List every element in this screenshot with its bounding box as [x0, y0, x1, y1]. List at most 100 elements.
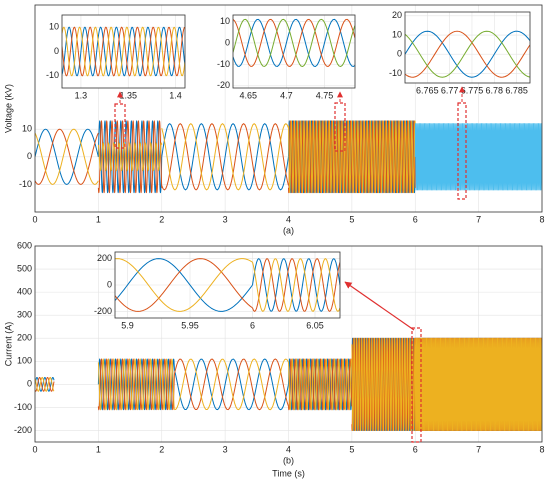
waves: [62, 26, 185, 77]
waveform: [35, 376, 55, 392]
waveform: [288, 120, 416, 194]
x-tick-label: 4: [286, 444, 291, 454]
y-tick-label: 0: [54, 46, 59, 56]
y-tick-label: 10: [392, 29, 402, 39]
axes-frame: [114, 251, 341, 319]
y-tick-label: 0: [27, 151, 32, 161]
waveform: [288, 120, 416, 194]
waveform: [161, 123, 289, 191]
waveform: [405, 30, 530, 78]
waveform: [405, 30, 530, 78]
panel-label: (b): [283, 455, 294, 465]
x-axis-label: Time (s): [272, 468, 305, 478]
x-tick-label: 6.765: [416, 85, 439, 95]
y-tick-label: 0: [397, 49, 402, 59]
zoom-box: [334, 102, 346, 152]
zoom-box: [411, 327, 422, 443]
waveform: [288, 120, 416, 194]
waveform: [97, 142, 163, 172]
waves: [115, 258, 340, 312]
zoom-box: [114, 103, 126, 149]
zoom-arrow: [344, 281, 415, 331]
y-tick-label: -100: [14, 402, 32, 412]
waveform: [288, 358, 353, 411]
x-tick-label: 3: [223, 444, 228, 454]
inset-background: [233, 15, 355, 88]
x-tick-label: 5: [349, 444, 354, 454]
x-tick-label: 2: [159, 214, 164, 224]
waves: [35, 120, 542, 194]
waveform: [97, 120, 163, 194]
y-tick-label: 0: [225, 37, 230, 47]
waveform: [173, 358, 289, 411]
y-tick-label: 0: [107, 279, 112, 289]
waveform: [252, 258, 340, 312]
y-tick-label: 600: [17, 240, 32, 250]
inset: 5.9 5.95 6 6.05 -200 0 200: [94, 251, 341, 330]
axes-frame: [404, 11, 531, 84]
y-tick-label: -200: [94, 306, 112, 316]
y-tick-label: 200: [97, 253, 112, 263]
x-tick-label: 0: [32, 214, 37, 224]
y-tick-label: 10: [49, 22, 59, 32]
x-tick-label: 7: [476, 444, 481, 454]
inset: 6.765 6.77 6.775 6.78 6.785 -10 0 10 20: [389, 10, 531, 95]
panel: 0 1 2 3 4 5 6 7 8 -10 0 10 Voltage (kV) (a): [3, 4, 545, 235]
waveform: [405, 30, 530, 78]
zoom-box: [457, 102, 467, 200]
y-tick-label: 200: [17, 333, 32, 343]
x-tick-label: 6.78: [486, 85, 504, 95]
y-tick-label: -10: [217, 59, 230, 69]
x-tick-label: 6.775: [461, 85, 484, 95]
waveform: [62, 26, 185, 77]
x-tick-label: 5.95: [181, 320, 199, 330]
x-tick-label: 5: [349, 214, 354, 224]
y-axis-label: Voltage (kV): [3, 84, 13, 133]
y-tick-label: 10: [22, 124, 32, 134]
x-tick-label: 4: [286, 214, 291, 224]
y-tick-label: 20: [392, 10, 402, 20]
x-tick-label: 2: [159, 444, 164, 454]
axes-frame: [34, 245, 543, 443]
x-tick-label: 3: [223, 214, 228, 224]
x-tick-label: 6: [250, 320, 255, 330]
y-tick-label: 100: [17, 356, 32, 366]
x-tick-label: 1: [96, 214, 101, 224]
x-tick-label: 4.65: [239, 90, 257, 100]
waveform: [62, 26, 185, 77]
y-tick-label: -10: [19, 179, 32, 189]
waveform: [233, 18, 355, 67]
x-tick-label: 1.4: [169, 90, 182, 100]
y-tick-label: 0: [27, 379, 32, 389]
x-tick-label: 6.785: [505, 85, 528, 95]
inset: 1.3 1.35 1.4 -10 0 10: [46, 14, 186, 100]
annotations: [114, 86, 467, 443]
waveform: [233, 18, 355, 67]
waveform: [35, 376, 55, 392]
y-axis-label: Current (A): [3, 322, 13, 367]
x-tick-label: 1.35: [119, 90, 137, 100]
axes-frame: [34, 4, 543, 213]
y-tick-label: -10: [389, 68, 402, 78]
x-tick-label: 6: [413, 214, 418, 224]
inset: 4.65 4.7 4.75 -20 -10 0 10: [217, 14, 356, 100]
waveform: [35, 128, 99, 185]
waveform: [174, 358, 289, 411]
waveform: [414, 123, 542, 191]
y-tick-label: 10: [220, 16, 230, 26]
waves: [233, 18, 355, 67]
waveform: [115, 258, 253, 312]
waveform: [35, 128, 99, 185]
x-tick-label: 7: [476, 214, 481, 224]
waveform: [161, 123, 289, 191]
axes-frame: [61, 14, 186, 89]
x-tick-label: 4.7: [280, 90, 293, 100]
x-tick-label: 8: [539, 444, 544, 454]
x-tick-label: 4.75: [316, 90, 334, 100]
waveform: [97, 358, 175, 411]
y-tick-label: -200: [14, 425, 32, 435]
x-tick-label: 0: [32, 444, 37, 454]
axes-frame: [232, 14, 356, 89]
x-tick-label: 6.05: [306, 320, 324, 330]
